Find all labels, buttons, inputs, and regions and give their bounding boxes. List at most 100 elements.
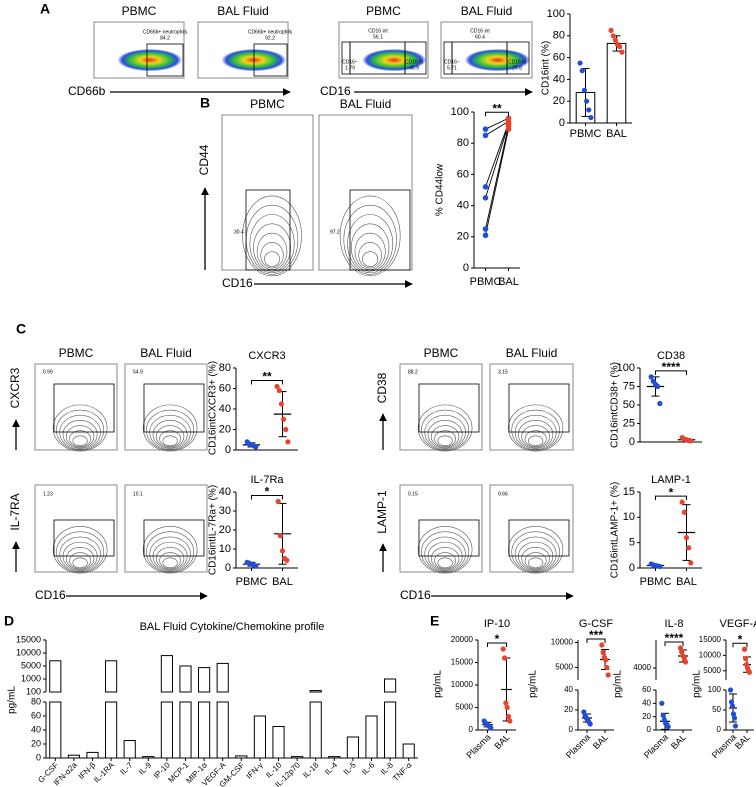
y-axis-label: pg/mL [7, 686, 18, 714]
significance-label: **** [665, 631, 684, 645]
y-axis-label: CD16intLAMP-1+ (%) [610, 482, 621, 578]
data-point [655, 383, 661, 390]
data-point [727, 687, 734, 693]
panel-label: C [16, 321, 26, 337]
significance-bracket [251, 495, 283, 500]
y-tick-label: 100 [617, 362, 635, 374]
y-tick-label: 100 [708, 685, 722, 694]
flow-plot-title: BAL Fluid [217, 4, 269, 18]
significance-label: * [738, 632, 743, 646]
data-point [612, 37, 619, 43]
gate-value: 92.2 [265, 35, 275, 41]
contour [56, 409, 105, 451]
contour [524, 552, 547, 570]
flow-plot-title: BAL Fluid [506, 346, 558, 360]
contour [427, 420, 463, 449]
chart-title: IL-8 [665, 618, 684, 630]
x-tick-label: PBMC [470, 276, 502, 288]
gate [143, 519, 205, 557]
significance-bracket [251, 379, 283, 385]
contour [69, 552, 91, 570]
pair-line [485, 117, 509, 130]
y-tick-label: 80 [31, 696, 41, 706]
flow-plot-title: BAL Fluid [340, 97, 392, 111]
contour [155, 425, 185, 448]
significance-label: * [669, 485, 674, 499]
bar [402, 743, 415, 759]
contour [437, 435, 453, 447]
y-tick-label: 15000 [16, 634, 41, 644]
contour [152, 420, 188, 449]
bar [606, 42, 627, 124]
y-tick-label: 20 [564, 705, 573, 714]
bar [160, 701, 173, 759]
bar [253, 715, 266, 759]
y-tick-label: 40 [31, 724, 41, 734]
data-point [657, 400, 663, 407]
y-tick-label: 0 [225, 562, 231, 574]
gate-label: CD16 int [470, 28, 490, 34]
data-point [482, 232, 489, 239]
y-tick-label: 20 [457, 231, 469, 243]
data-point [507, 718, 513, 724]
data-point [253, 563, 259, 569]
bar [86, 751, 99, 759]
y-tick-label: 60 [31, 710, 41, 720]
gate-value: 9.66 [498, 491, 508, 497]
contour [421, 531, 470, 573]
data-point [581, 709, 587, 715]
significance-label: *** [589, 628, 603, 642]
y-tick-label: 100 [547, 8, 565, 20]
y-tick-label: 0 [647, 725, 652, 734]
bar [198, 701, 211, 759]
gate [508, 519, 570, 557]
gate [253, 43, 288, 77]
y-tick-label: 20 [219, 423, 231, 435]
significance-bracket [655, 495, 687, 501]
x-tick-label: BAL [606, 128, 627, 140]
y-tick-label: 60 [642, 685, 651, 694]
contour [72, 557, 88, 569]
contour [362, 251, 379, 267]
y-axis-label: pg/mL [433, 670, 444, 698]
data-point [681, 509, 687, 515]
gate-value: 97.2 [330, 229, 340, 235]
data-point [280, 416, 287, 422]
contour [434, 552, 456, 570]
data-point [679, 649, 685, 655]
data-point [501, 655, 508, 661]
gate-value: 1.79 [345, 65, 355, 71]
flow-axis-label: IL-7RA [8, 493, 22, 530]
y-axis-label: CD16intIL-7Ra+ (%) [208, 485, 219, 575]
y-tick-label: 0 [569, 725, 574, 734]
bar [179, 701, 192, 759]
y-tick-label: 0 [629, 436, 635, 448]
y-tick-label: 5000 [703, 666, 721, 675]
y-tick-label: 10000 [551, 638, 574, 647]
contour [65, 547, 95, 570]
y-tick-label: 15 [623, 486, 635, 498]
bar [216, 701, 229, 759]
contour [521, 547, 550, 570]
data-point [579, 68, 585, 74]
data-point [505, 713, 512, 720]
panel-label: E [430, 613, 439, 629]
flow-plot-title: PBMC [250, 97, 285, 111]
contour [59, 536, 101, 572]
flow-plot-frame [489, 484, 574, 573]
contour [350, 223, 390, 272]
bar [309, 690, 322, 693]
bar [272, 726, 285, 759]
y-tick-label: 10000 [451, 680, 474, 689]
y-tick-label: 25 [623, 417, 635, 429]
panel-label: B [200, 95, 210, 111]
gate-value: 56.1 [373, 34, 383, 40]
significance-bracket [485, 111, 509, 117]
pair-line [485, 129, 509, 236]
data-point [277, 533, 283, 539]
y-tick-label: 50 [712, 705, 721, 714]
x-tick-label: BAL [733, 732, 752, 751]
contour [511, 531, 560, 573]
chart-title: G-CSF [579, 618, 614, 630]
y-tick-label: 0 [225, 444, 231, 456]
